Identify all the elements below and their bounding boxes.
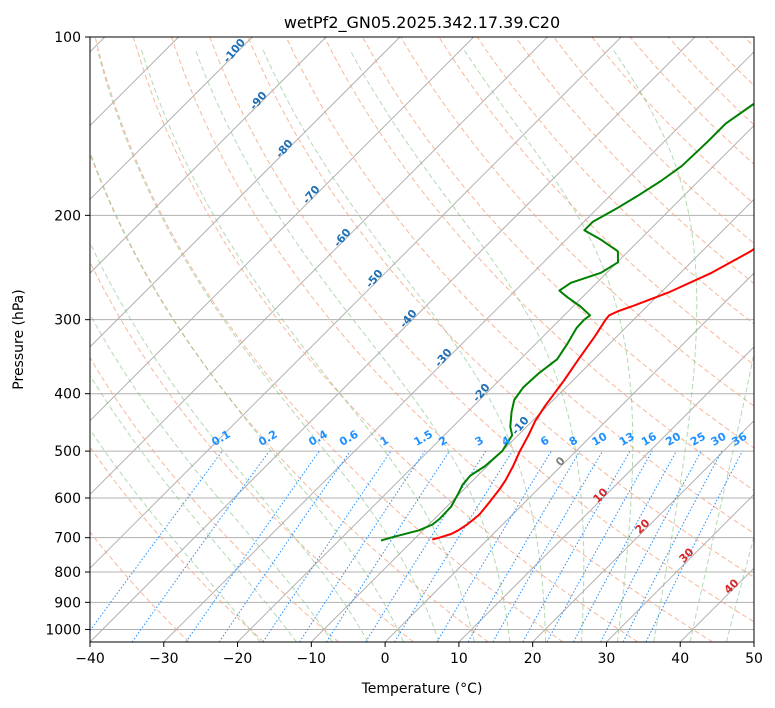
dry-adiabat xyxy=(553,37,754,245)
moist-adiabat xyxy=(726,535,754,642)
mixing-ratio-line xyxy=(299,450,426,642)
dry-adiabat xyxy=(362,37,754,449)
moist-adiabat xyxy=(612,49,698,642)
isotherm xyxy=(90,37,401,348)
isotherm xyxy=(532,419,754,642)
moist-adiabat xyxy=(262,49,547,642)
mixing-ratio-line xyxy=(131,450,270,642)
background-lines xyxy=(90,37,754,642)
y-tick-label: 600 xyxy=(54,491,81,507)
y-tick-label: 900 xyxy=(54,595,81,611)
moist-adiabat xyxy=(90,428,261,642)
dry-adiabat xyxy=(209,37,754,623)
isotherm xyxy=(90,37,696,642)
dry-adiabat xyxy=(171,37,713,642)
dry-adiabat xyxy=(132,37,639,642)
plot-frame xyxy=(89,36,755,643)
x-tick-label: −10 xyxy=(297,651,327,667)
mixing-ratio-line xyxy=(325,450,450,642)
x-tick-label: −20 xyxy=(223,651,253,667)
data-series xyxy=(380,102,754,542)
x-tick-label: −40 xyxy=(75,651,105,667)
moist-adiabat xyxy=(90,241,369,642)
moist-adiabat xyxy=(349,49,585,642)
mixing-ratio-line xyxy=(522,450,631,642)
temperature-line xyxy=(432,247,754,541)
isotherm xyxy=(90,37,253,201)
mixing-ratio-line xyxy=(573,450,677,642)
x-tick-label: 40 xyxy=(671,651,689,667)
mixing-ratio-line xyxy=(218,450,351,642)
x-tick-label: 10 xyxy=(450,651,468,667)
dewpoint-line xyxy=(380,102,754,542)
moist-adiabat xyxy=(90,313,333,642)
mixing-ratio-line xyxy=(645,450,743,642)
dry-adiabat xyxy=(400,37,754,407)
moist-adiabat xyxy=(96,49,440,642)
dry-adiabat xyxy=(323,37,754,491)
x-axis-title: Temperature (°C) xyxy=(361,681,483,697)
x-tick-label: 0 xyxy=(381,651,390,667)
y-tick-label: 500 xyxy=(54,444,81,460)
dry-adiabat xyxy=(285,37,754,534)
x-tick-label: 30 xyxy=(598,651,616,667)
mixing-ratio-line xyxy=(546,450,653,642)
mixing-ratio-line xyxy=(185,450,320,642)
mixing-ratio-line xyxy=(436,450,552,642)
dry-adiabat xyxy=(515,37,754,285)
y-axis-title: Pressure (hPa) xyxy=(11,289,27,389)
isotherm xyxy=(384,272,754,642)
mixing-ratio-line xyxy=(394,450,513,642)
x-axis: −40 −30 −20 −10 0 10 20 30 40 50 xyxy=(75,642,763,667)
isotherm xyxy=(90,37,622,569)
plot-background xyxy=(90,37,754,642)
y-tick-label: 700 xyxy=(54,531,81,547)
y-axis: 100 200 300 400 500 600 700 800 900 1000 xyxy=(45,30,90,638)
dry-adiabat xyxy=(90,531,190,642)
moist-adiabat xyxy=(140,49,475,642)
moist-adiabat xyxy=(689,351,754,642)
mixing-ratio-line xyxy=(600,450,702,642)
isotherm xyxy=(753,641,754,642)
isotherm xyxy=(237,124,754,642)
y-tick-label: 800 xyxy=(54,565,81,581)
chart-title: wetPf2_GN05.2025.342.17.39.C20 xyxy=(284,13,560,33)
x-tick-label: 20 xyxy=(524,651,542,667)
y-tick-label: 1000 xyxy=(45,622,81,638)
isotherm xyxy=(606,493,754,642)
isotherm xyxy=(90,37,548,496)
mixing-ratio-line xyxy=(90,450,223,632)
dry-adiabat xyxy=(247,37,754,578)
y-tick-label: 300 xyxy=(54,313,81,329)
mixing-ratio-line xyxy=(365,450,487,642)
x-tick-label: 50 xyxy=(745,651,763,667)
isotherm xyxy=(90,37,327,274)
x-tick-label: −30 xyxy=(149,651,179,667)
y-tick-label: 100 xyxy=(54,30,81,46)
dry-adiabat xyxy=(629,37,754,165)
mixing-ratio-line xyxy=(622,450,723,642)
dry-adiabat xyxy=(90,356,339,642)
isotherm xyxy=(90,37,475,422)
mixing-ratio-line xyxy=(262,450,392,642)
y-tick-label: 400 xyxy=(54,387,81,403)
isotherm xyxy=(163,51,754,642)
dry-adiabat xyxy=(438,37,754,366)
moist-adiabat xyxy=(90,150,404,642)
moist-adiabat xyxy=(194,49,511,642)
y-tick-label: 200 xyxy=(54,208,81,224)
isotherm xyxy=(458,346,754,642)
